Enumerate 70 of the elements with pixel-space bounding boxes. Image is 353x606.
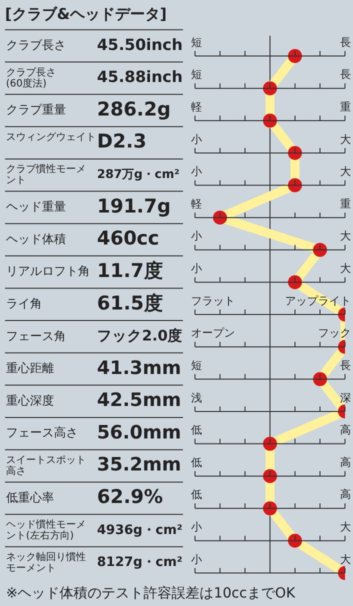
- text: 軽: [191, 100, 202, 114]
- text: 低: [191, 456, 202, 469]
- text: 小: [191, 165, 202, 178]
- text: 低: [191, 424, 202, 437]
- annotation: フラット: [191, 294, 235, 308]
- annotation: オープン: [191, 326, 235, 340]
- annotation: 長: [340, 36, 351, 49]
- text: 短: [191, 36, 202, 49]
- y-tick-label: ヘッド慣性モーメント(左右方向): [6, 518, 86, 542]
- text: 小: [191, 230, 202, 243]
- text: 460cc: [97, 228, 160, 250]
- y-tick-label: スウィングウェイト: [6, 132, 96, 143]
- y-tick-label: クラブ長さ: [6, 38, 66, 52]
- annotation: 高: [340, 488, 351, 502]
- text: 56.0mm: [97, 422, 182, 444]
- y-tick-label: リアルロフト角: [6, 264, 90, 278]
- text: 61.5度: [97, 292, 163, 314]
- y-tick-label: 低重心率: [6, 490, 54, 504]
- y-tick-label: クラブ長さ(60度法): [6, 66, 56, 90]
- annotation: 長: [340, 358, 351, 372]
- text: 45.50inch: [97, 36, 183, 54]
- text: 11.7度: [97, 260, 163, 282]
- text: 小: [191, 132, 202, 146]
- annotation: 大: [340, 520, 351, 534]
- annotation: アップライト: [285, 294, 351, 308]
- text: 短: [191, 358, 202, 372]
- text: 小: [191, 262, 202, 276]
- y-tick-label: フェース高さ: [6, 426, 78, 440]
- y-tick-label: ヘッド重量: [6, 200, 66, 214]
- text: [クラブ&ヘッドデータ]: [5, 4, 167, 23]
- annotation: 大: [340, 165, 351, 178]
- text: ※ヘッド体積のテスト許容誤差は10ccまでOK: [6, 586, 296, 602]
- text: D2.3: [97, 130, 146, 153]
- text: 4936g・cm²: [97, 522, 182, 538]
- y-tick-label: ヘッド体積: [6, 232, 66, 246]
- text: フック2.0度: [97, 326, 183, 344]
- annotation: 大: [340, 230, 351, 243]
- text: 低: [191, 488, 202, 502]
- text: 浅: [191, 391, 202, 404]
- text: 35.2mm: [97, 454, 182, 476]
- y-tick-label: クラブ慣性モーメント: [6, 163, 86, 186]
- annotation: 大: [340, 262, 351, 276]
- y-tick-label: クラブ重量: [6, 102, 66, 117]
- annotation: 長: [340, 68, 351, 82]
- y-tick-label: ネック軸回り慣性モーメント: [6, 550, 86, 574]
- annotation: 大: [340, 132, 351, 146]
- text: 軽: [191, 197, 202, 210]
- text: 小: [191, 520, 202, 534]
- annotation: 深: [340, 391, 351, 404]
- annotation: フック: [318, 326, 351, 340]
- annotation: 高: [340, 456, 351, 469]
- text: 42.5mm: [97, 390, 182, 412]
- y-tick-label: 重心深度: [6, 393, 54, 408]
- text: 287万g・cm²: [97, 167, 180, 182]
- y-tick-label: スイートスポット高さ: [6, 455, 86, 477]
- annotation: 高: [340, 424, 351, 437]
- annotation: 大: [340, 552, 351, 566]
- text: 小: [191, 552, 202, 566]
- y-tick-label: ライ角: [6, 296, 42, 310]
- y-tick-label: フェース角: [6, 328, 66, 343]
- text: 短: [191, 68, 202, 82]
- y-tick-label: 重心距離: [6, 361, 54, 376]
- text: 8127g・cm²: [97, 555, 182, 570]
- text: 191.7g: [97, 195, 171, 218]
- annotation: 重: [340, 100, 351, 114]
- text: 62.9%: [97, 486, 163, 508]
- text: 286.2g: [97, 98, 171, 120]
- annotation: 重: [340, 197, 351, 210]
- text: 45.88inch: [97, 68, 183, 86]
- text: 41.3mm: [97, 358, 182, 379]
